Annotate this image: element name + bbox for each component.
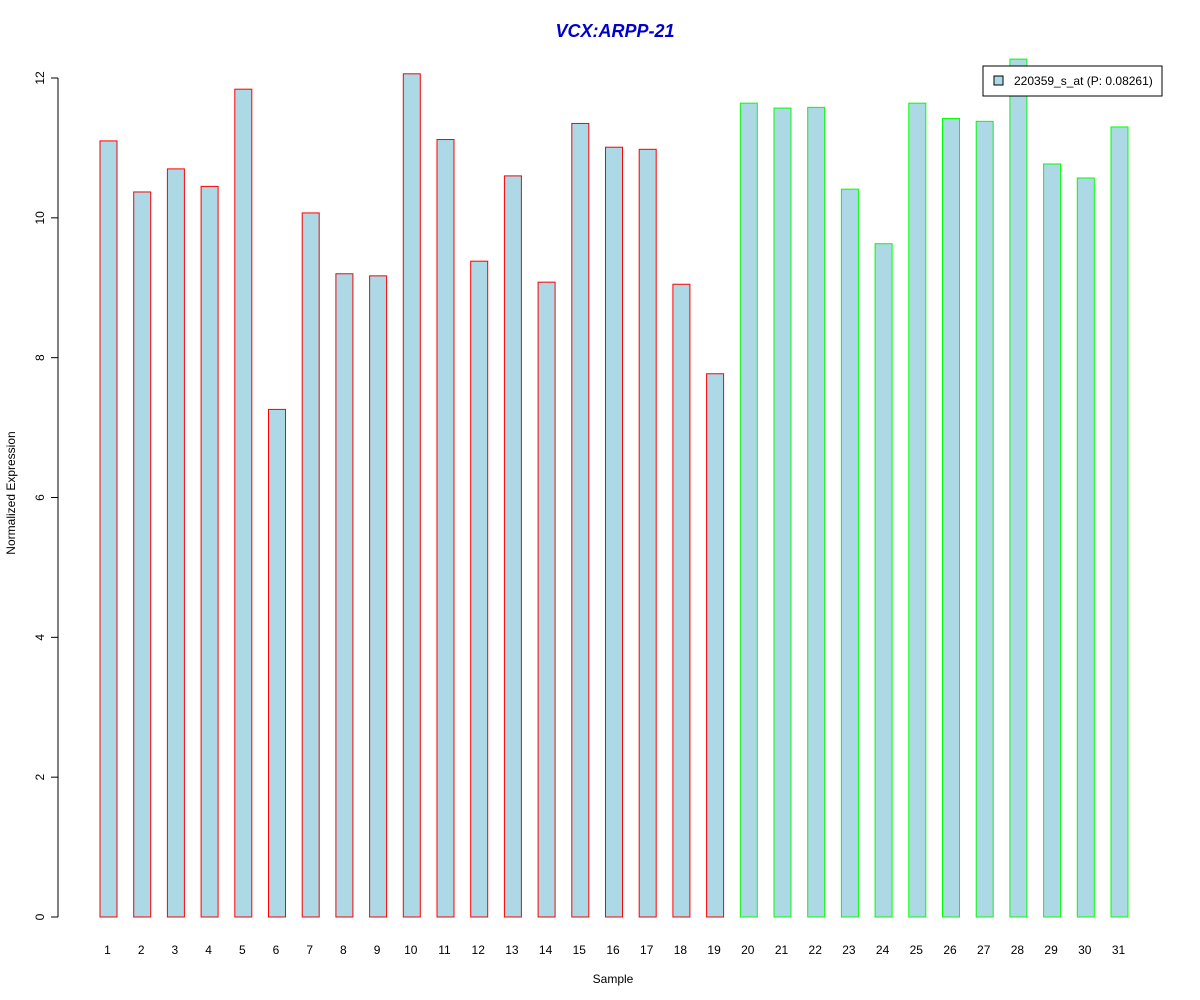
x-tick-label: 19 [707,943,721,957]
bar-sample-4 [200,185,219,918]
bar-sample-6 [268,408,286,918]
bar-sample-13 [503,175,522,918]
x-tick-label: 27 [977,943,991,957]
bar-sample-23 [840,188,859,918]
x-tick-label: 11 [438,943,451,957]
bar-sample-9 [369,275,388,918]
x-tick-label: 17 [640,943,654,957]
bar-sample-3 [166,168,185,918]
x-axis-title: Sample [593,972,634,986]
x-tick-label: 30 [1078,943,1092,957]
x-tick-label: 8 [340,943,347,957]
x-tick-label: 6 [273,943,280,957]
x-tick-label: 28 [1011,943,1025,957]
bar-sample-2 [133,191,152,918]
x-tick-label: 10 [404,943,418,957]
x-tick-label: 21 [775,943,789,957]
x-tick-label: 22 [809,943,823,957]
bar-sample-19 [706,373,725,918]
bar-sample-7 [301,212,320,918]
bar-sample-27 [975,120,994,918]
bar-sample-8 [335,273,354,918]
bars [99,58,1129,918]
bar-sample-17 [638,148,657,918]
legend: 220359_s_at (P: 0.08261) [982,65,1163,97]
y-tick-label: 2 [33,774,47,781]
bar-sample-20 [739,102,758,918]
x-tick-label: 31 [1112,943,1126,957]
x-tick-label: 4 [205,943,212,957]
y-tick-label: 4 [33,634,47,641]
x-tick-label: 23 [842,943,856,957]
bar-sample-24 [874,243,893,918]
bar-sample-26 [942,118,960,918]
bar-sample-21 [773,107,792,918]
bar-sample-16 [605,146,623,918]
bar-sample-15 [571,122,590,918]
x-tick-label: 12 [472,943,486,957]
bar-sample-1 [99,140,118,918]
x-tick-label: 24 [876,943,890,957]
bar-sample-11 [436,139,455,918]
x-tick-labels: 1 2 3 4 5 6 7 8 9 10 11 12 13 14 15 16 17 18 19 20 21 22 23 24 2… [104,943,1125,957]
legend-swatch [993,75,1004,86]
bar-sample-28 [1009,58,1028,918]
legend-label: 220359_s_at (P: 0.08261) [1014,74,1153,88]
x-tick-label: 5 [239,943,246,957]
y-tick-label: 0 [33,913,47,920]
x-tick-label: 16 [606,943,620,957]
bar-sample-5 [234,88,253,918]
y-tick-label: 6 [33,494,47,501]
x-tick-label: 29 [1044,943,1058,957]
x-tick-label: 20 [741,943,755,957]
x-tick-label: 7 [306,943,313,957]
bar-sample-10 [402,73,421,918]
bar-sample-12 [470,260,489,918]
bar-sample-14 [537,281,556,918]
x-tick-label: 14 [539,943,553,957]
y-axis: 0 2 4 6 8 10 12 [33,71,59,920]
x-tick-label: 1 [104,943,111,957]
legend-box [982,65,1163,97]
x-tick-label: 13 [505,943,519,957]
x-tick-label: 18 [674,943,688,957]
bar-sample-25 [908,102,927,918]
x-tick-label: 26 [943,943,957,957]
bar-sample-29 [1043,163,1062,918]
x-tick-label: 2 [138,943,145,957]
bar-sample-22 [807,106,826,918]
x-tick-label: 25 [910,943,924,957]
chart-title: VCX:ARPP-21 [555,21,674,41]
x-tick-label: 3 [172,943,179,957]
y-tick-label: 10 [33,211,47,225]
y-tick-label: 12 [33,71,47,85]
bar-sample-30 [1076,177,1095,918]
bar-sample-31 [1110,126,1129,918]
y-tick-label: 8 [33,354,47,361]
y-axis-title: Normalized Expression [4,431,18,554]
bar-sample-18 [672,283,691,918]
x-tick-label: 15 [573,943,587,957]
x-tick-label: 9 [374,943,381,957]
